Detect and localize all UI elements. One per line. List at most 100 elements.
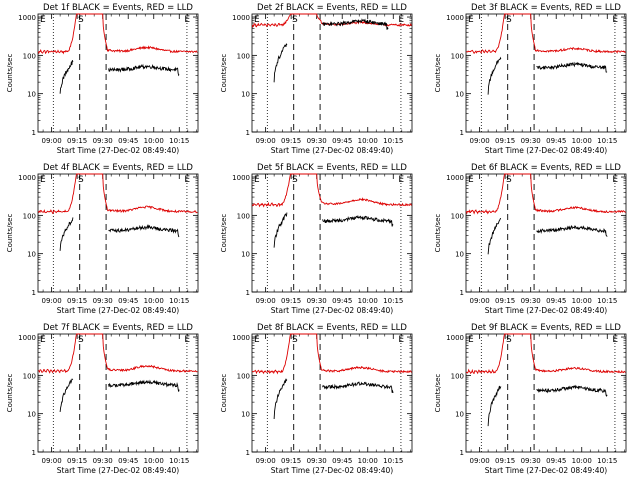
y-tick-label: 1	[32, 289, 36, 297]
x-tick-label: 10:00	[358, 457, 378, 465]
y-tick-label: 100	[237, 52, 250, 60]
x-tick-label: 10:00	[358, 137, 378, 145]
x-tick-label: 10:15	[383, 297, 403, 305]
x-tick-label: 10:15	[169, 297, 189, 305]
x-tick-label: 09:00	[256, 457, 276, 465]
marker-e-start: E	[254, 335, 260, 345]
x-axis-label: Start Time (27-Dec-02 08:49:40)	[271, 146, 393, 155]
axes-frame	[251, 13, 413, 133]
x-tick-label: 09:45	[332, 137, 352, 145]
marker-e-end: E	[398, 15, 404, 25]
x-tick-label: 09:30	[521, 297, 541, 305]
x-tick-label: 09:15	[495, 137, 515, 145]
marker-e-end: E	[612, 335, 618, 345]
x-tick-label: 10:00	[572, 297, 592, 305]
x-tick-label: 09:00	[42, 137, 62, 145]
y-axis-label: Counts/sec	[434, 214, 442, 253]
x-tick-label: 09:45	[332, 457, 352, 465]
panel-title: Det 1f BLACK = Events, RED = LLD	[43, 3, 193, 13]
events-series-post	[108, 63, 180, 77]
x-tick-label: 09:15	[495, 297, 515, 305]
axes-frame	[37, 173, 199, 293]
events-series-post	[322, 18, 389, 30]
events-series-pre	[59, 378, 74, 412]
events-series-post	[322, 381, 394, 394]
x-tick-label: 10:00	[572, 137, 592, 145]
x-tick-label: 10:15	[597, 137, 617, 145]
panel-det8f: Det 8f BLACK = Events, RED = LLD 1 10 100 10…	[220, 323, 413, 475]
panel-det1f: Det 1f BLACK = Events, RED = LLD 1 10 100 10…	[6, 3, 199, 155]
y-tick-label: 100	[237, 212, 250, 220]
x-axis-label: Start Time (27-Dec-02 08:49:40)	[271, 306, 393, 315]
events-series-post	[536, 384, 608, 397]
events-series-pre	[273, 378, 288, 420]
marker-e-start: E	[254, 175, 260, 185]
x-tick-label: 09:15	[495, 457, 515, 465]
panel-title: Det 7f BLACK = Events, RED = LLD	[43, 323, 193, 333]
y-tick-label: 10	[241, 91, 250, 99]
x-tick-label: 09:15	[67, 297, 87, 305]
axes-frame	[465, 13, 627, 133]
x-tick-label: 10:00	[144, 297, 164, 305]
axes-frame	[465, 173, 627, 293]
y-tick-label: 1	[32, 129, 36, 137]
x-axis-label: Start Time (27-Dec-02 08:49:40)	[485, 466, 607, 475]
marker-e-start: E	[40, 335, 46, 345]
y-tick-label: 1	[246, 129, 250, 137]
y-axis-label: Counts/sec	[6, 54, 14, 93]
axes-frame	[251, 173, 413, 293]
y-tick-label: 1000	[232, 14, 250, 22]
y-axis-label: Counts/sec	[6, 374, 14, 413]
panel-det3f: Det 3f BLACK = Events, RED = LLD 1 10 100 10…	[434, 3, 627, 155]
marker-e-start: E	[468, 175, 474, 185]
x-tick-label: 09:45	[118, 457, 138, 465]
marker-e-end: E	[184, 175, 190, 185]
marker-s: S	[506, 175, 512, 185]
x-tick-label: 09:30	[521, 137, 541, 145]
x-tick-label: 09:30	[521, 457, 541, 465]
panel-det4f: Det 4f BLACK = Events, RED = LLD 1 10 100 10…	[6, 163, 199, 315]
x-tick-label: 09:30	[93, 137, 113, 145]
y-tick-label: 100	[237, 372, 250, 380]
x-tick-label: 09:45	[118, 137, 138, 145]
x-tick-label: 09:45	[546, 457, 566, 465]
events-series-post	[536, 225, 608, 237]
axes-frame	[37, 333, 199, 453]
x-axis-label: Start Time (27-Dec-02 08:49:40)	[485, 146, 607, 155]
lld-series-line	[465, 173, 626, 215]
panel-title: Det 8f BLACK = Events, RED = LLD	[257, 323, 407, 333]
marker-e-end: E	[184, 335, 190, 345]
y-tick-label: 100	[451, 212, 464, 220]
y-axis-label: Counts/sec	[220, 54, 228, 93]
marker-s: S	[292, 15, 298, 25]
x-axis-label: Start Time (27-Dec-02 08:49:40)	[57, 146, 179, 155]
y-tick-label: 1	[460, 449, 464, 457]
y-tick-label: 1	[460, 129, 464, 137]
x-tick-label: 10:00	[144, 457, 164, 465]
marker-e-end: E	[612, 15, 618, 25]
y-axis-label: Counts/sec	[434, 54, 442, 93]
panel-title: Det 9f BLACK = Events, RED = LLD	[471, 323, 621, 333]
x-tick-label: 10:15	[169, 137, 189, 145]
marker-s: S	[78, 15, 84, 25]
x-tick-label: 09:15	[281, 137, 301, 145]
panel-title: Det 2f BLACK = Events, RED = LLD	[257, 3, 407, 13]
events-series-pre	[59, 217, 74, 251]
marker-s: S	[78, 335, 84, 345]
x-tick-label: 09:45	[118, 297, 138, 305]
lld-series-line	[465, 333, 626, 375]
marker-e-end: E	[184, 15, 190, 25]
marker-e-end: E	[612, 175, 618, 185]
y-axis-label: Counts/sec	[220, 214, 228, 253]
lld-series-line	[37, 13, 198, 55]
y-axis-label: Counts/sec	[220, 374, 228, 413]
y-tick-label: 1000	[446, 14, 464, 22]
marker-e-start: E	[468, 335, 474, 345]
x-tick-label: 10:15	[597, 457, 617, 465]
y-axis-label: Counts/sec	[434, 374, 442, 413]
y-tick-label: 1	[246, 289, 250, 297]
panel-det9f: Det 9f BLACK = Events, RED = LLD 1 10 100 10…	[434, 323, 627, 475]
events-series-pre	[487, 385, 502, 427]
x-tick-label: 09:00	[470, 457, 490, 465]
